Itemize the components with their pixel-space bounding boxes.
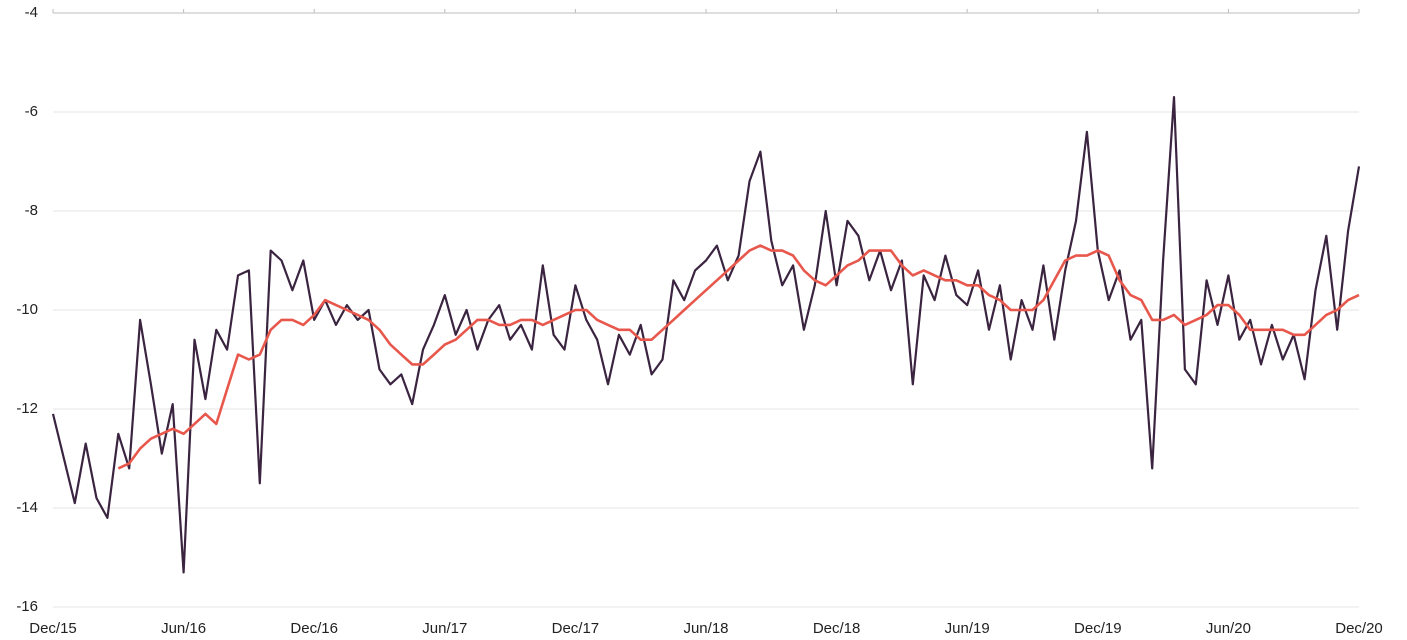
y-tick-label: -12: [16, 400, 38, 417]
x-tick-label: Dec/17: [552, 620, 600, 637]
x-tick-label: Dec/18: [813, 620, 861, 637]
series-line: [51, 96, 1361, 574]
y-tick-label: -16: [16, 598, 38, 615]
x-tick-label: Jun/18: [683, 620, 728, 637]
y-tick-label: -10: [16, 301, 38, 318]
x-tick-label: Jun/19: [945, 620, 990, 637]
x-tick-label: Jun/20: [1206, 620, 1251, 637]
x-tick-label: Jun/17: [422, 620, 467, 637]
x-tick-label: Dec/16: [290, 620, 338, 637]
y-tick-label: -8: [25, 202, 38, 219]
y-tick-label: -6: [25, 103, 38, 120]
x-tick-label: Jun/16: [161, 620, 206, 637]
x-tick-label: Dec/20: [1335, 620, 1383, 637]
x-tick-label: Dec/19: [1074, 620, 1122, 637]
y-tick-label: -4: [25, 4, 38, 21]
y-tick-label: -14: [16, 499, 38, 516]
x-tick-label: Dec/15: [29, 620, 77, 637]
series-line: [117, 244, 1360, 470]
